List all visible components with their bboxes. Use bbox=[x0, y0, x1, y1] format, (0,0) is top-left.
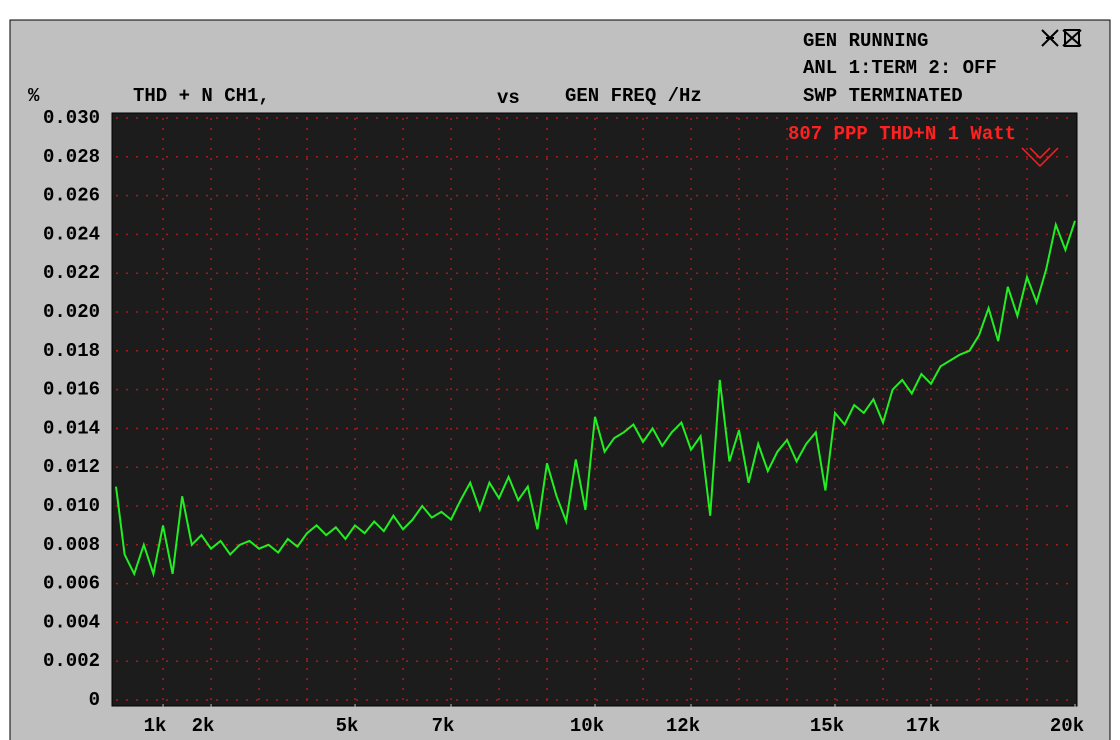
y-tick-label: 0.012 bbox=[43, 456, 100, 478]
data-line bbox=[115, 220, 1076, 578]
status-line: GEN RUNNING bbox=[803, 30, 928, 52]
status-line: ANL 1:TERM 2: OFF bbox=[803, 57, 997, 79]
x-axis-label: GEN FREQ /Hz bbox=[565, 85, 702, 107]
y-tick-label: 0.016 bbox=[43, 379, 100, 401]
x-tick-label: 15k bbox=[810, 715, 844, 737]
annotation: 807 PPP THD+N 1 Watt bbox=[788, 123, 1016, 145]
y-tick-label: 0.024 bbox=[43, 223, 100, 245]
y-unit: % bbox=[28, 85, 40, 107]
x-tick-label: 17k bbox=[906, 715, 940, 737]
y-tick-label: 0.018 bbox=[43, 340, 100, 362]
y-tick-label: 0.028 bbox=[43, 146, 100, 168]
x-tick-label: 7k bbox=[432, 715, 455, 737]
y-tick-label: 0.030 bbox=[43, 107, 100, 129]
y-tick-label: 0 bbox=[89, 689, 100, 711]
x-tick-label: 1k bbox=[144, 715, 167, 737]
x-tick-label: 12k bbox=[666, 715, 700, 737]
x-tick-label: 5k bbox=[336, 715, 359, 737]
y-tick-label: 0.008 bbox=[43, 534, 100, 556]
status-icons bbox=[1041, 29, 1082, 47]
y-tick-label: 0.022 bbox=[43, 262, 100, 284]
annotation-icon bbox=[1021, 147, 1059, 168]
y-tick-label: 0.020 bbox=[43, 301, 100, 323]
vs-label: vs bbox=[497, 87, 520, 109]
y-tick-label: 0.006 bbox=[43, 573, 100, 595]
y-tick-label: 0.002 bbox=[43, 650, 100, 672]
y-tick-label: 0.026 bbox=[43, 185, 100, 207]
plot bbox=[115, 117, 1076, 701]
y-tick-label: 0.010 bbox=[43, 495, 100, 517]
x-tick-label: 2k bbox=[192, 715, 215, 737]
x-tick-label: 10k bbox=[570, 715, 604, 737]
x-tick-label: 20k bbox=[1050, 715, 1084, 737]
y-tick-label: 0.004 bbox=[43, 611, 100, 633]
y-tick-label: 0.014 bbox=[43, 417, 100, 439]
chart-title: THD + N CH1, bbox=[133, 85, 270, 107]
status-line: SWP TERMINATED bbox=[803, 85, 963, 107]
